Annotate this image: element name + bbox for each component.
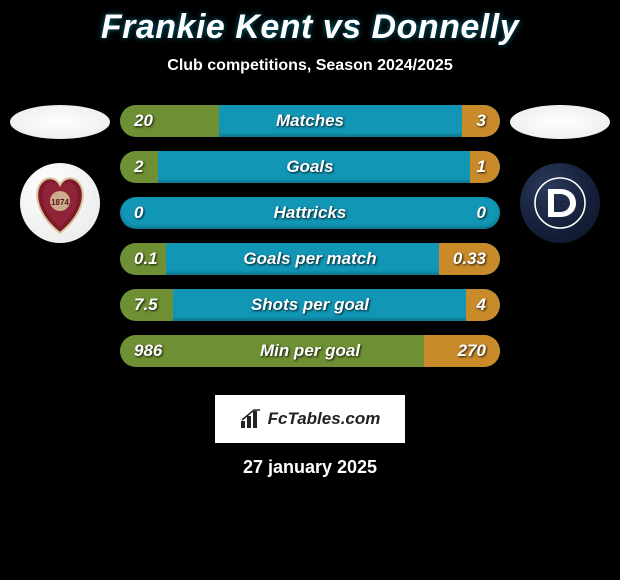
stat-value-right: 4 bbox=[477, 295, 486, 315]
brand-text: FcTables.com bbox=[268, 409, 381, 429]
stat-bar: 2 Goals 1 bbox=[120, 151, 500, 183]
stat-label: Goals bbox=[286, 157, 333, 177]
club-badge-right: FC bbox=[520, 163, 600, 243]
fctables-logo-icon bbox=[240, 409, 262, 429]
stat-value-left: 0 bbox=[134, 203, 143, 223]
svg-text:1874: 1874 bbox=[51, 198, 69, 207]
stat-label: Min per goal bbox=[260, 341, 360, 361]
stat-value-right: 0.33 bbox=[453, 249, 486, 269]
stat-value-right: 0 bbox=[477, 203, 486, 223]
club-badge-left: 1874 bbox=[20, 163, 100, 243]
stat-label: Goals per match bbox=[243, 249, 376, 269]
page-subtitle: Club competitions, Season 2024/2025 bbox=[0, 57, 620, 75]
stat-label: Hattricks bbox=[274, 203, 347, 223]
stat-label: Matches bbox=[276, 111, 344, 131]
dundee-crest-icon: FC bbox=[534, 177, 586, 229]
player-right-photo-placeholder bbox=[510, 105, 610, 139]
infographic-date: 27 january 2025 bbox=[0, 457, 620, 478]
hearts-crest-icon: 1874 bbox=[31, 171, 89, 235]
stat-value-right: 270 bbox=[458, 341, 486, 361]
stat-value-right: 3 bbox=[477, 111, 486, 131]
player-right-column: FC bbox=[510, 105, 610, 243]
player-left-photo-placeholder bbox=[10, 105, 110, 139]
stat-value-left: 0.1 bbox=[134, 249, 158, 269]
stat-bar: 7.5 Shots per goal 4 bbox=[120, 289, 500, 321]
stat-bar: 20 Matches 3 bbox=[120, 105, 500, 137]
brand-attribution[interactable]: FcTables.com bbox=[215, 395, 405, 443]
stat-value-right: 1 bbox=[477, 157, 486, 177]
stats-column: 20 Matches 3 2 Goals 1 0 Hattricks 0 0.1 Goals per… bbox=[120, 105, 500, 381]
stat-label: Shots per goal bbox=[251, 295, 369, 315]
infographic-root: Frankie Kent vs Donnelly Club competitio… bbox=[0, 0, 620, 478]
stat-value-left: 986 bbox=[134, 341, 162, 361]
stat-value-left: 7.5 bbox=[134, 295, 158, 315]
stat-bar: 986 Min per goal 270 bbox=[120, 335, 500, 367]
stat-bar: 0.1 Goals per match 0.33 bbox=[120, 243, 500, 275]
svg-text:FC: FC bbox=[554, 199, 566, 209]
stat-value-left: 2 bbox=[134, 157, 143, 177]
page-title: Frankie Kent vs Donnelly bbox=[0, 8, 620, 47]
comparison-row: 1874 20 Matches 3 2 Goals 1 0 Hattricks 0 0.1 Goal… bbox=[0, 105, 620, 381]
stat-value-left: 20 bbox=[134, 111, 153, 131]
player-left-column: 1874 bbox=[10, 105, 110, 243]
stat-bar: 0 Hattricks 0 bbox=[120, 197, 500, 229]
